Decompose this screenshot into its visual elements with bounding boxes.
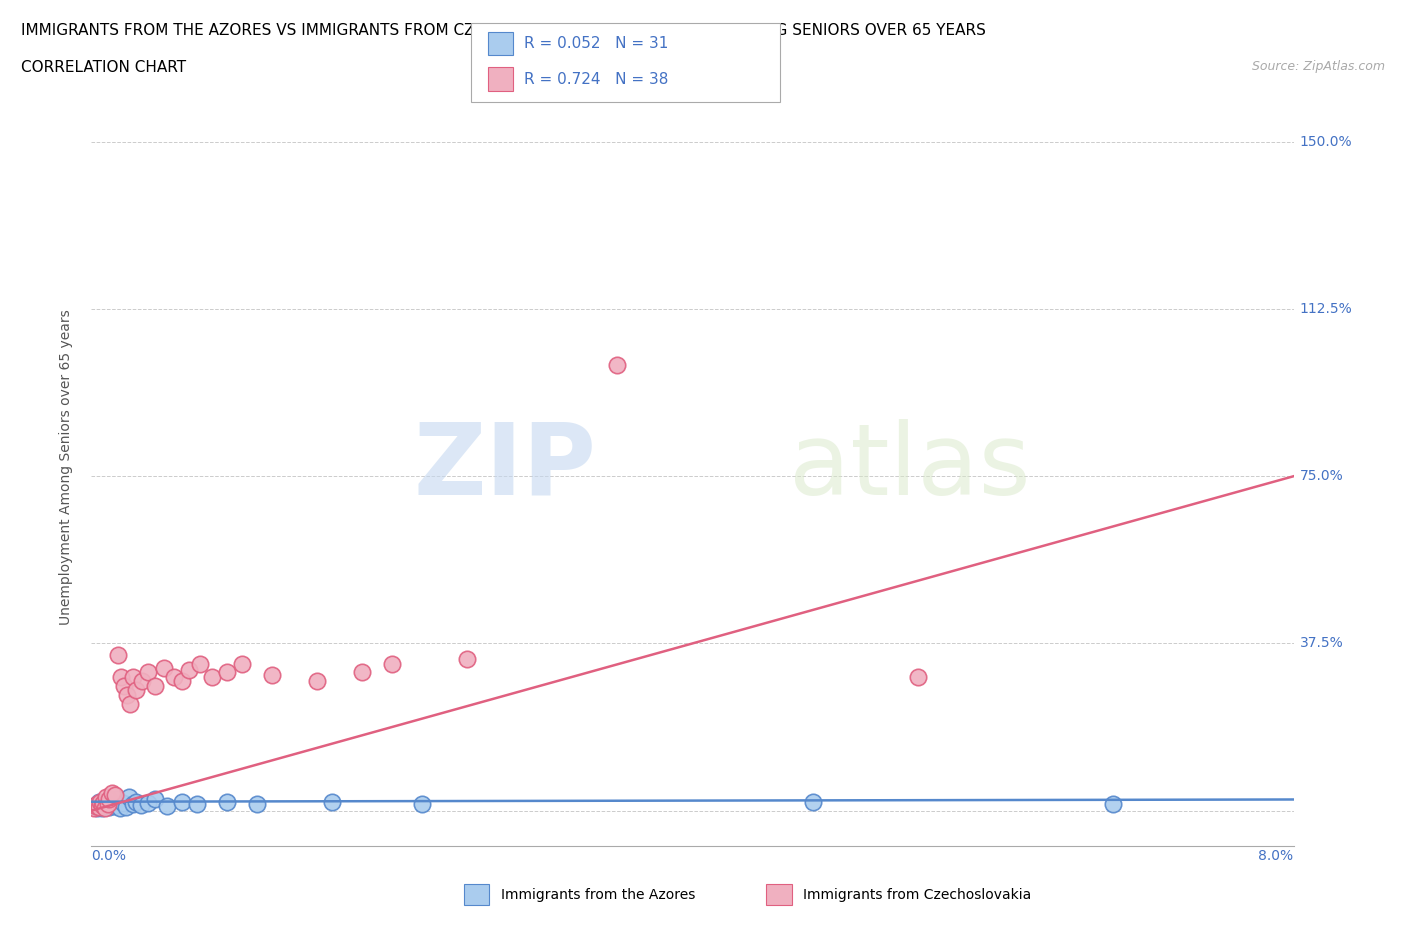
Point <box>801 794 824 809</box>
Point <box>89 794 111 809</box>
Point <box>87 794 110 809</box>
Point <box>104 788 127 803</box>
Point <box>122 670 145 684</box>
Point <box>143 678 166 693</box>
Point <box>125 683 148 698</box>
Text: R = 0.724   N = 38: R = 0.724 N = 38 <box>524 72 669 86</box>
Point <box>93 796 115 811</box>
Point <box>97 798 120 813</box>
Point <box>231 656 253 671</box>
Point <box>86 801 108 816</box>
Point <box>98 792 121 807</box>
Point <box>90 801 112 816</box>
Point <box>186 796 208 811</box>
Text: Immigrants from Czechoslovakia: Immigrants from Czechoslovakia <box>803 887 1031 902</box>
Point <box>89 799 111 814</box>
Point <box>606 357 628 372</box>
Point <box>260 667 283 682</box>
Text: 112.5%: 112.5% <box>1299 302 1353 316</box>
Point <box>87 800 110 815</box>
Text: ZIP: ZIP <box>413 418 596 516</box>
Text: Immigrants from the Azores: Immigrants from the Azores <box>501 887 695 902</box>
Text: 150.0%: 150.0% <box>1299 135 1353 149</box>
Y-axis label: Unemployment Among Seniors over 65 years: Unemployment Among Seniors over 65 years <box>59 310 73 625</box>
Point <box>114 678 136 693</box>
Text: R = 0.052   N = 31: R = 0.052 N = 31 <box>524 36 669 51</box>
Point <box>86 796 108 811</box>
Point <box>93 795 115 810</box>
Point <box>215 665 238 680</box>
Point <box>115 800 138 815</box>
Text: CORRELATION CHART: CORRELATION CHART <box>21 60 186 75</box>
Point <box>246 796 269 811</box>
Text: atlas: atlas <box>789 418 1031 516</box>
Point <box>305 674 328 689</box>
Point <box>907 670 929 684</box>
Point <box>215 794 238 809</box>
Point <box>108 801 131 816</box>
Point <box>122 796 145 811</box>
Text: 37.5%: 37.5% <box>1299 636 1343 650</box>
Text: 75.0%: 75.0% <box>1299 470 1343 484</box>
Point <box>456 652 478 667</box>
Point <box>188 656 211 671</box>
Point <box>381 656 404 671</box>
Point <box>97 796 120 811</box>
Point <box>411 796 433 811</box>
Point <box>107 647 129 662</box>
Point <box>111 795 134 810</box>
Point <box>84 799 107 814</box>
Point <box>170 794 193 809</box>
Text: IMMIGRANTS FROM THE AZORES VS IMMIGRANTS FROM CZECHOSLOVAKIA UNEMPLOYMENT AMONG : IMMIGRANTS FROM THE AZORES VS IMMIGRANTS… <box>21 23 986 38</box>
Point <box>201 670 224 684</box>
Point <box>117 687 139 702</box>
Point <box>103 799 125 814</box>
Point <box>138 795 160 810</box>
Point <box>125 794 148 809</box>
Point <box>120 697 142 711</box>
Point <box>94 801 117 816</box>
Point <box>138 665 160 680</box>
Point <box>131 674 153 689</box>
Point <box>94 800 117 815</box>
Point <box>1102 796 1125 811</box>
Point <box>110 670 132 684</box>
Point <box>105 792 128 807</box>
Point <box>101 785 124 800</box>
Point <box>96 794 118 809</box>
Point <box>100 796 122 811</box>
Point <box>143 792 166 807</box>
Point <box>152 660 174 675</box>
Point <box>129 798 152 813</box>
Point <box>83 801 105 816</box>
Point <box>90 798 112 813</box>
Text: Source: ZipAtlas.com: Source: ZipAtlas.com <box>1251 60 1385 73</box>
Point <box>350 665 373 680</box>
Text: 0.0%: 0.0% <box>91 848 127 862</box>
Point <box>83 799 105 814</box>
Point <box>170 674 193 689</box>
Point <box>96 790 118 804</box>
Point <box>321 794 343 809</box>
Point <box>163 670 186 684</box>
Point <box>118 790 141 804</box>
Point <box>177 663 200 678</box>
Text: 8.0%: 8.0% <box>1258 848 1294 862</box>
Point <box>155 799 177 814</box>
Point <box>98 800 121 815</box>
